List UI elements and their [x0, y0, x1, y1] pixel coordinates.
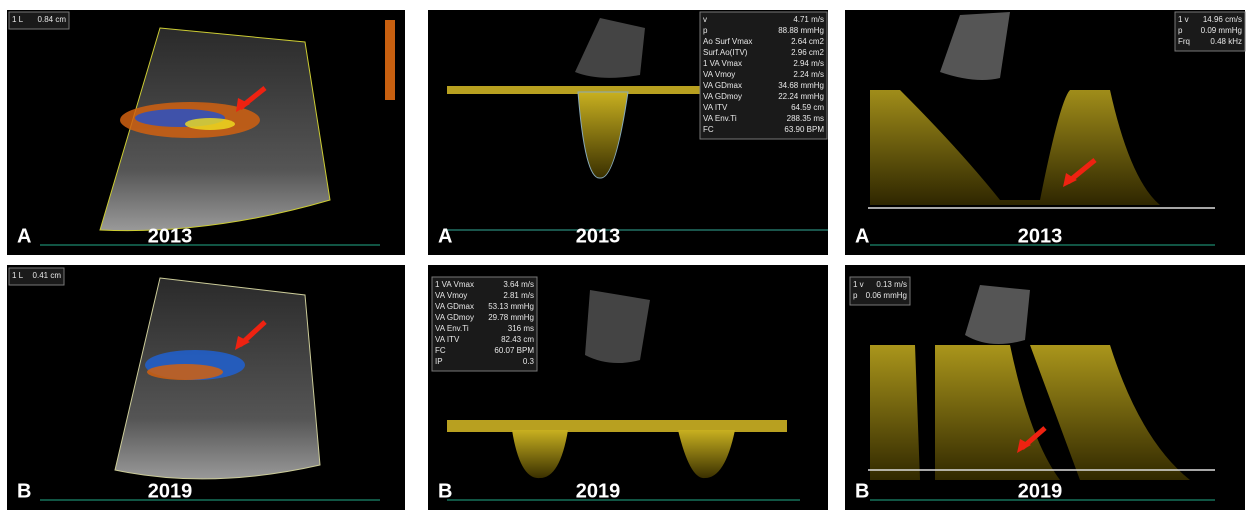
info-value: 2.64 cm2: [791, 37, 824, 46]
info-label: 1 v: [853, 280, 864, 289]
info-value: 22.24 mmHg: [778, 92, 824, 101]
info-label: FC: [435, 346, 446, 355]
info-value: 4.71 m/s: [793, 15, 824, 24]
info-value: 0.09 mmHg: [1201, 26, 1242, 35]
info-value: 34.68 mmHg: [778, 81, 824, 90]
info-label: p: [1178, 26, 1183, 35]
panel-letter: A: [855, 225, 869, 247]
info-label: p: [853, 291, 858, 300]
panel-letter: A: [438, 225, 452, 247]
info-label: FC: [703, 125, 714, 134]
info-value: 316 ms: [508, 324, 534, 333]
info-label: 1 L: [12, 271, 24, 280]
info-label: VA Env.Ti: [435, 324, 469, 333]
info-value: 14.96 cm/s: [1203, 15, 1242, 24]
info-value: 2.96 cm2: [791, 48, 824, 57]
panel-year: 2013: [148, 225, 193, 247]
info-value: 2.24 m/s: [793, 70, 824, 79]
info-label: IP: [435, 357, 443, 366]
info-value: 0.48 kHz: [1210, 37, 1242, 46]
figure: A 2013 1 L 0.84 cm A 2013 v 4.71 m/s p 88.88 mmHg…: [0, 0, 1249, 518]
info-label: p: [703, 26, 708, 35]
info-value: 288.35 ms: [787, 114, 824, 123]
panel-letter: B: [855, 480, 869, 502]
info-label: VA GDmax: [703, 81, 742, 90]
panel-year: 2019: [1018, 480, 1063, 502]
panel-letter: A: [17, 225, 31, 247]
info-label: 1 VA Vmax: [435, 280, 474, 289]
panel-year: 2013: [1018, 225, 1063, 247]
info-value: 0.41 cm: [33, 271, 62, 280]
info-value: 53.13 mmHg: [488, 302, 534, 311]
info-label: Frq: [1178, 37, 1190, 46]
info-label: VA ITV: [703, 103, 728, 112]
info-value: 82.43 cm: [501, 335, 534, 344]
info-value: 60.07 BPM: [494, 346, 534, 355]
info-label: VA GDmoy: [435, 313, 474, 322]
info-label: VA Env.Ti: [703, 114, 737, 123]
info-value: 3.64 m/s: [503, 280, 534, 289]
info-value: 2.94 m/s: [793, 59, 824, 68]
info-label: Ao Surf Vmax: [703, 37, 752, 46]
panel-year: 2019: [576, 480, 621, 502]
info-value: 63.90 BPM: [784, 125, 824, 134]
info-value: 0.13 m/s: [876, 280, 907, 289]
panel-letter: B: [17, 480, 31, 502]
info-label: 1 v: [1178, 15, 1189, 24]
info-value: 0.84 cm: [38, 15, 67, 24]
info-value: 88.88 mmHg: [778, 26, 824, 35]
info-label: VA Vmoy: [435, 291, 467, 300]
info-value: 64.59 cm: [791, 103, 824, 112]
info-label: 1 VA Vmax: [703, 59, 742, 68]
info-label: VA GDmax: [435, 302, 474, 311]
info-label: VA GDmoy: [703, 92, 742, 101]
info-value: 29.78 mmHg: [488, 313, 534, 322]
info-value: 2.81 m/s: [503, 291, 534, 300]
info-value: 0.06 mmHg: [866, 291, 907, 300]
info-label: v: [703, 15, 707, 24]
panel-year: 2013: [576, 225, 621, 247]
info-label: VA ITV: [435, 335, 460, 344]
info-value: 0.3: [523, 357, 535, 366]
panel-year: 2019: [148, 480, 193, 502]
info-label: 1 L: [12, 15, 24, 24]
info-label: VA Vmoy: [703, 70, 735, 79]
info-label: Surf.Ao(ITV): [703, 48, 748, 57]
panel-letter: B: [438, 480, 452, 502]
